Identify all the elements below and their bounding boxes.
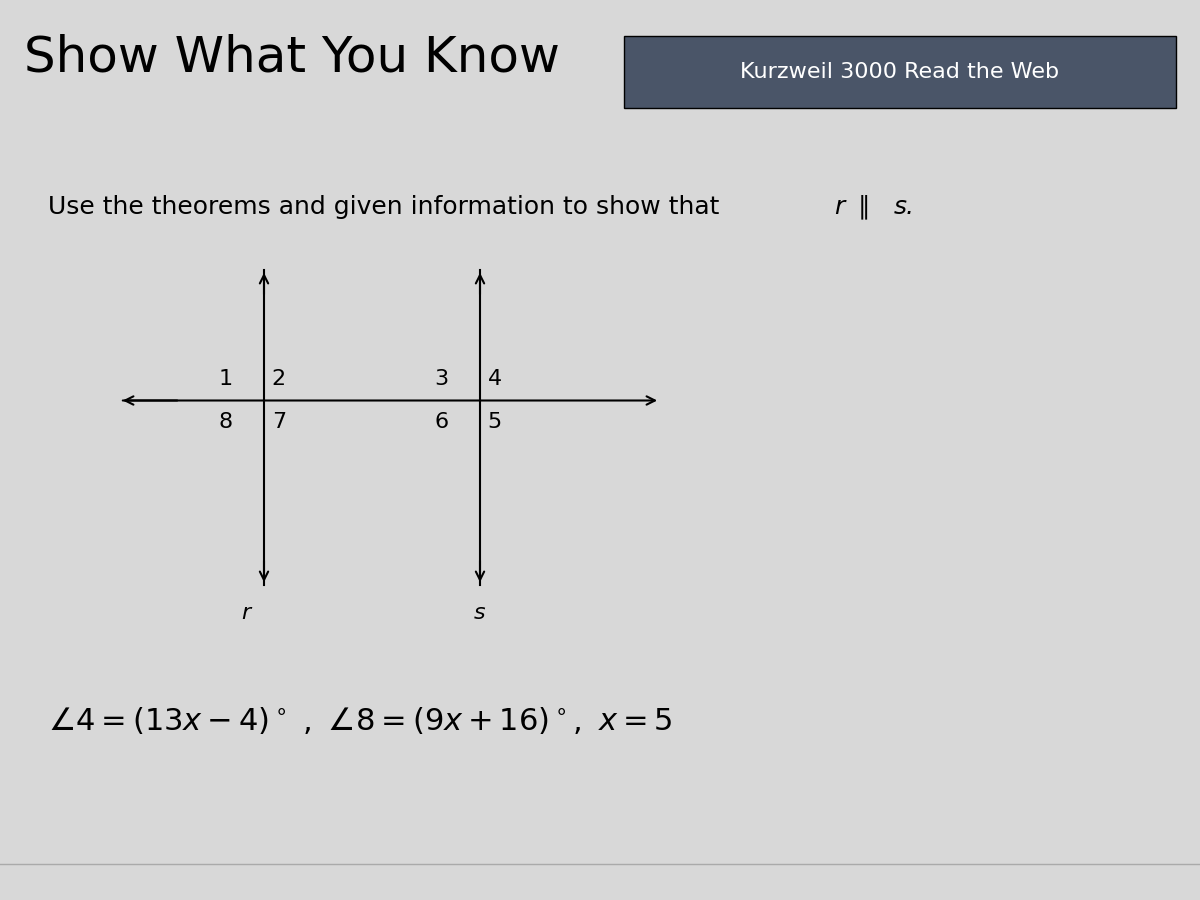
Text: Use the theorems and given information to show that: Use the theorems and given information t… [48,195,727,219]
Text: 1: 1 [218,369,233,389]
Text: 2: 2 [272,369,286,389]
FancyBboxPatch shape [624,36,1176,108]
Text: Show What You Know: Show What You Know [24,33,560,81]
Text: 6: 6 [434,412,449,432]
Text: r: r [241,603,251,623]
Text: r: r [834,195,845,219]
Text: 7: 7 [272,412,286,432]
Text: 5: 5 [487,412,502,432]
Text: 3: 3 [434,369,449,389]
Text: $\angle 4 = (13x - 4)^\circ\ ,\ \angle 8 = (9x + 16)^\circ,\ x = 5$: $\angle 4 = (13x - 4)^\circ\ ,\ \angle 8… [48,705,672,735]
Text: s.: s. [894,195,916,219]
Text: 4: 4 [487,369,502,389]
Text: Kurzweil 3000 Read the Web: Kurzweil 3000 Read the Web [740,62,1060,82]
Text: ∥: ∥ [858,194,870,220]
Text: 8: 8 [218,412,233,432]
Text: s: s [474,603,486,623]
